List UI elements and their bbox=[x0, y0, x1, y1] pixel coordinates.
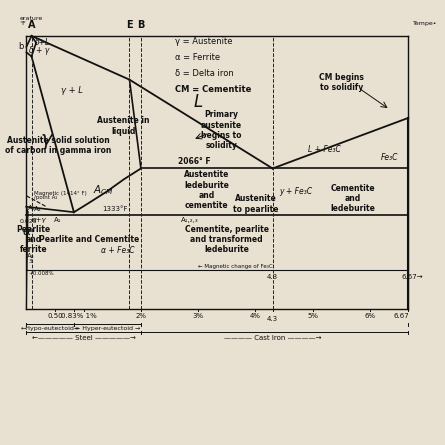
Text: Magnetic (1414° F): Magnetic (1414° F) bbox=[34, 190, 87, 195]
Text: ← Hyper-eutectoid →: ← Hyper-eutectoid → bbox=[75, 327, 140, 332]
Text: δ + γ: δ + γ bbox=[29, 46, 49, 56]
Text: ———— Cast Iron ————→: ———— Cast Iron ————→ bbox=[224, 335, 321, 340]
Text: γ: γ bbox=[40, 130, 52, 149]
Text: ←————— Steel —————→: ←————— Steel —————→ bbox=[32, 335, 136, 340]
Text: Fe₃C: Fe₃C bbox=[381, 153, 399, 162]
Text: Austentite
ledeburite
and
cementite: Austentite ledeburite and cementite bbox=[184, 170, 230, 210]
Text: Austenite
to pearlite: Austenite to pearlite bbox=[233, 194, 278, 214]
Text: 4%: 4% bbox=[250, 312, 261, 319]
Text: E: E bbox=[126, 20, 133, 30]
Text: CM begins
to solidify: CM begins to solidify bbox=[319, 73, 364, 92]
Text: α: α bbox=[23, 225, 32, 238]
Text: 4.3: 4.3 bbox=[267, 274, 278, 280]
Text: δ+L: δ+L bbox=[35, 38, 50, 47]
Text: 3%: 3% bbox=[193, 312, 204, 319]
Text: 2066° F: 2066° F bbox=[178, 157, 211, 166]
Text: ←Hypo-eutectoid→: ←Hypo-eutectoid→ bbox=[20, 327, 80, 332]
Text: b: b bbox=[19, 42, 24, 51]
Text: L + Fe₃C: L + Fe₃C bbox=[307, 145, 340, 154]
Text: Primary
austenite
begins to
solidity: Primary austenite begins to solidity bbox=[201, 110, 242, 150]
Text: Pearlite
and
ferrite: Pearlite and ferrite bbox=[16, 225, 50, 255]
Text: A₁,₂,₃: A₁,₂,₃ bbox=[181, 217, 198, 223]
Text: A₀: A₀ bbox=[27, 253, 34, 259]
Text: $A_{CM}$: $A_{CM}$ bbox=[93, 183, 114, 197]
Text: 5%: 5% bbox=[307, 312, 318, 319]
Text: 0.50: 0.50 bbox=[47, 312, 63, 319]
Text: 6.67: 6.67 bbox=[393, 312, 409, 319]
Text: y + Fe₃C: y + Fe₃C bbox=[279, 186, 312, 196]
Text: ← Magnetic change of Fe₃C: ← Magnetic change of Fe₃C bbox=[198, 264, 273, 269]
Text: A₁: A₁ bbox=[54, 217, 61, 223]
Text: L: L bbox=[194, 93, 203, 110]
Text: 0.83% 1%: 0.83% 1% bbox=[61, 312, 97, 319]
Text: 0.025: 0.025 bbox=[19, 219, 37, 224]
Text: α = Ferrite: α = Ferrite bbox=[175, 53, 220, 62]
Text: /point A₂: /point A₂ bbox=[34, 195, 57, 200]
Text: γ + L: γ + L bbox=[61, 86, 83, 95]
Text: 1333°F: 1333°F bbox=[102, 206, 128, 212]
Text: Cementite
and
ledeburite: Cementite and ledeburite bbox=[330, 184, 375, 214]
Text: 4.3: 4.3 bbox=[267, 316, 278, 322]
Text: A₂: A₂ bbox=[28, 205, 36, 211]
Text: Tempe•: Tempe• bbox=[413, 21, 437, 26]
Text: CM = Cementite: CM = Cementite bbox=[175, 85, 251, 94]
Text: Austenite in
liquid: Austenite in liquid bbox=[97, 117, 150, 136]
Text: 6%: 6% bbox=[364, 312, 376, 319]
Text: A: A bbox=[28, 20, 35, 30]
Text: 3: 3 bbox=[28, 259, 32, 264]
Text: +0.008%: +0.008% bbox=[28, 271, 54, 276]
Text: Pearlite and Cementite: Pearlite and Cementite bbox=[39, 235, 139, 244]
Text: erature
°F: erature °F bbox=[20, 16, 43, 26]
Text: α+γ: α+γ bbox=[32, 217, 46, 222]
Text: γ = Austenite: γ = Austenite bbox=[175, 37, 233, 46]
Text: δ = Delta iron: δ = Delta iron bbox=[175, 69, 234, 78]
Text: α + Fe₃C: α + Fe₃C bbox=[101, 246, 135, 255]
Text: 6.67→: 6.67→ bbox=[401, 274, 423, 280]
Text: Austenite solid solution
of carbon in gamma iron: Austenite solid solution of carbon in ga… bbox=[5, 136, 111, 155]
Text: 2%: 2% bbox=[135, 312, 146, 319]
Text: Cementite, pearlite
and transformed
ledeburite: Cementite, pearlite and transformed lede… bbox=[185, 225, 269, 255]
Text: B: B bbox=[137, 20, 145, 30]
Text: A₃: A₃ bbox=[34, 206, 41, 212]
